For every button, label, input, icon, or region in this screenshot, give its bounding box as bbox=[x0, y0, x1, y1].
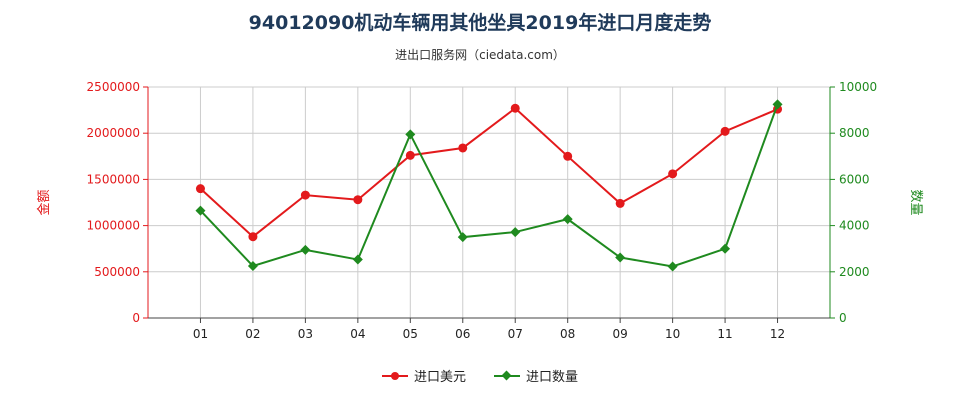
data-point-qty bbox=[510, 227, 521, 238]
legend-label-usd: 进口美元 bbox=[413, 370, 466, 385]
right-tick-label: 4000 bbox=[839, 219, 870, 233]
data-point-qty bbox=[247, 261, 258, 272]
series-group bbox=[195, 99, 783, 272]
left-tick-label: 1000000 bbox=[87, 219, 140, 233]
grid-lines bbox=[148, 86, 830, 319]
data-point-qty bbox=[772, 99, 783, 110]
data-point-qty bbox=[457, 232, 468, 243]
chart-title: 94012090机动车辆用其他坐具2019年进口月度走势 bbox=[248, 12, 712, 34]
x-tick-label: 01 bbox=[193, 327, 208, 341]
right-axis-label: 数量 bbox=[908, 189, 923, 215]
data-point-qty bbox=[405, 129, 416, 140]
x-tick-label: 04 bbox=[350, 327, 365, 341]
x-tick-label: 06 bbox=[455, 327, 470, 341]
legend-swatch-usd bbox=[381, 370, 408, 382]
x-tick-label: 03 bbox=[298, 327, 313, 341]
right-tick-label: 8000 bbox=[839, 126, 870, 140]
left-axis-label: 金额 bbox=[36, 189, 52, 215]
data-point-usd bbox=[668, 169, 678, 179]
data-point-qty bbox=[352, 254, 363, 265]
series-line-usd bbox=[199, 106, 778, 239]
data-point-usd bbox=[405, 150, 415, 160]
x-tick-label: 11 bbox=[717, 327, 732, 341]
data-point-usd bbox=[300, 190, 310, 200]
series-line-qty bbox=[199, 103, 779, 268]
right-tick-label: 10000 bbox=[839, 80, 877, 94]
legend-item-qty[interactable]: 进口数量 bbox=[494, 366, 578, 385]
x-tick-label: 07 bbox=[508, 327, 523, 341]
left-axis-ticks: 0 500000 1000000 1500000 2000000 2500000 bbox=[87, 80, 140, 325]
data-point-usd bbox=[458, 143, 468, 153]
data-point-qty bbox=[300, 244, 311, 255]
right-tick-label: 0 bbox=[839, 311, 847, 325]
data-point-qty bbox=[667, 261, 678, 272]
x-tick-label: 10 bbox=[665, 327, 680, 341]
legend: 进口美元 进口数量 bbox=[0, 366, 960, 385]
right-tick-label: 6000 bbox=[839, 172, 870, 186]
data-point-usd bbox=[195, 184, 205, 194]
data-point-qty bbox=[720, 243, 731, 254]
data-point-usd bbox=[563, 151, 573, 161]
data-point-usd bbox=[353, 195, 363, 205]
right-tick-label: 2000 bbox=[839, 265, 870, 279]
x-tick-label: 02 bbox=[245, 327, 260, 341]
x-tick-label: 09 bbox=[613, 327, 628, 341]
left-tick-label: 2000000 bbox=[87, 126, 140, 140]
x-tick-label: 05 bbox=[403, 327, 418, 341]
legend-item-usd[interactable]: 进口美元 bbox=[381, 366, 466, 385]
right-axis-ticks: 0 2000 4000 6000 8000 10000 bbox=[839, 80, 877, 325]
data-point-usd bbox=[615, 198, 625, 208]
left-tick-label: 1500000 bbox=[87, 172, 140, 186]
data-point-qty bbox=[562, 214, 573, 225]
data-point-usd bbox=[248, 232, 258, 242]
data-point-usd bbox=[720, 126, 730, 136]
left-tick-label: 0 bbox=[132, 311, 140, 325]
left-tick-label: 2500000 bbox=[87, 80, 140, 94]
axes bbox=[143, 86, 835, 323]
data-point-usd bbox=[510, 103, 520, 113]
legend-swatch-qty bbox=[494, 370, 520, 382]
legend-label-qty: 进口数量 bbox=[526, 370, 579, 385]
x-tick-label: 08 bbox=[560, 327, 575, 341]
x-tick-label: 12 bbox=[770, 327, 785, 341]
left-tick-label: 500000 bbox=[94, 265, 140, 279]
data-point-qty bbox=[615, 252, 626, 263]
x-axis-ticks: 01 02 03 04 05 06 07 08 09 10 11 12 bbox=[193, 327, 785, 341]
chart-subtitle: 进出口服务网（ciedata.com） bbox=[395, 48, 565, 62]
data-point-qty bbox=[195, 205, 206, 216]
